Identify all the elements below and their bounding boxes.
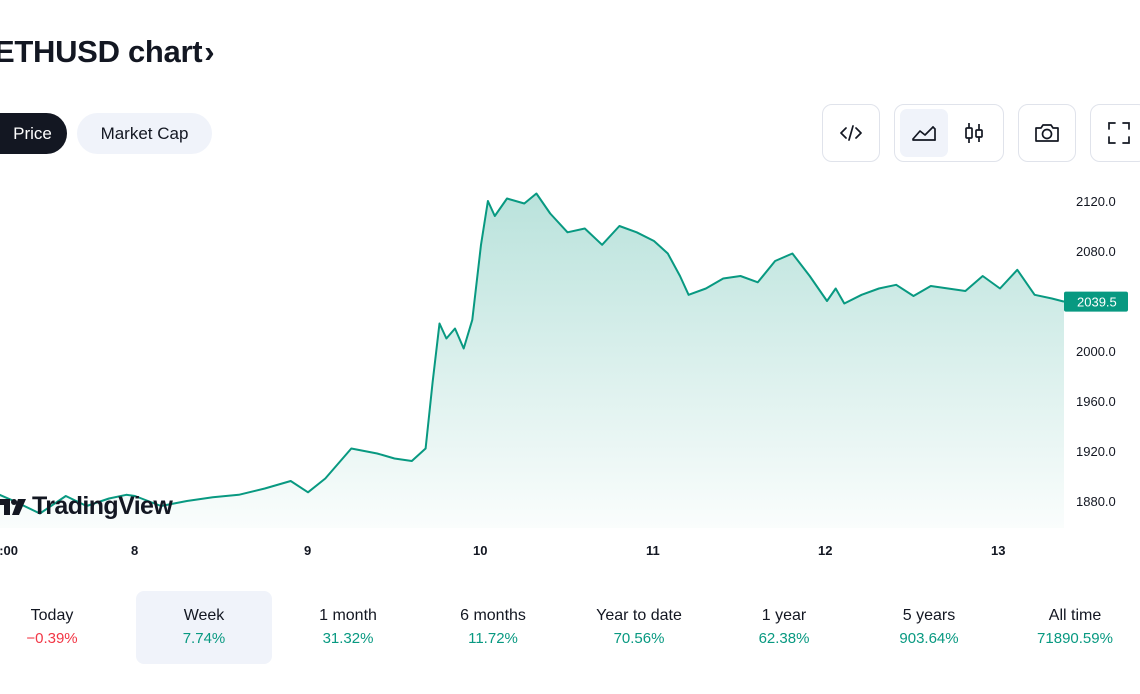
last-price-badge [1064,291,1128,312]
tradingview-logo-icon [0,498,26,515]
period-change-value: 62.38% [758,630,810,647]
period-label: All time [1048,607,1102,624]
period-change-value: 903.64% [899,630,959,647]
x-tick-label: 9 [304,543,311,558]
tab-market-cap[interactable]: Market Cap [77,113,212,154]
performance-period-6[interactable]: 5 years 903.64% [861,591,997,664]
x-tick-label: 13 [991,543,1005,558]
tradingview-watermark: TradingView [0,492,173,521]
period-label: 6 months [460,607,526,624]
chevron-right-icon: › [204,34,215,69]
embed-button[interactable] [822,104,880,162]
period-change-value: 70.56% [613,630,665,647]
period-label: Week [183,607,225,624]
y-tick-label: 1880.0 [1076,494,1116,509]
chart-style-group [894,104,1004,162]
period-label: 1 month [319,607,377,624]
performance-period-1[interactable]: Week 7.74% [136,591,272,664]
code-embed-icon [827,109,875,157]
area-chart-icon[interactable] [900,109,948,157]
y-tick-label: 1920.0 [1076,444,1116,459]
period-label: Today [30,607,74,624]
performance-period-3[interactable]: 6 months 11.72% [425,591,561,664]
performance-period-7[interactable]: All time 71890.59% [1007,591,1140,664]
period-label: Year to date [596,607,682,624]
title-text: ETHUSD chart [0,34,203,69]
snapshot-button[interactable] [1018,104,1076,162]
price-area-fill [0,193,1064,528]
page-title[interactable]: ETHUSD chart› [0,34,215,70]
performance-period-4[interactable]: Year to date 70.56% [571,591,707,664]
y-tick-label: 2000.0 [1076,344,1116,359]
period-change-value: −0.39% [26,630,78,647]
tab-price-label: Price [13,123,52,143]
tab-price[interactable]: Price [0,113,67,154]
x-tick-label: 10 [473,543,487,558]
performance-period-2[interactable]: 1 month 31.32% [280,591,416,664]
x-tick-label: 8 [131,543,138,558]
period-label: 5 years [902,607,956,624]
tab-market-cap-label: Market Cap [100,123,189,143]
y-tick-label: 1960.0 [1076,394,1116,409]
watermark-text: TradingView [32,492,173,520]
period-label: 1 year [761,607,807,624]
price-chart[interactable]: 2120.02080.02040.02000.01960.01920.01880… [0,170,1140,570]
y-tick-label: 2080.0 [1076,244,1116,259]
camera-icon [1023,109,1071,157]
period-change-value: 31.32% [322,630,374,647]
x-tick-label: 12 [818,543,832,558]
period-change-value: 11.72% [468,630,518,647]
candlestick-icon[interactable] [950,109,998,157]
performance-period-0[interactable]: Today −0.39% [0,591,120,664]
period-change-value: 71890.59% [1037,630,1113,647]
x-tick-label: 11 [646,543,660,558]
period-change-value: 7.74% [182,630,226,647]
performance-period-5[interactable]: 1 year 62.38% [716,591,852,664]
x-tick-label: 6:00 [0,543,18,558]
price-line [0,192,1065,515]
y-tick-label: 2120.0 [1076,194,1116,209]
fullscreen-button[interactable] [1090,104,1140,162]
fullscreen-icon [1095,109,1140,157]
last-price-label: 2039.5 [1077,295,1117,310]
